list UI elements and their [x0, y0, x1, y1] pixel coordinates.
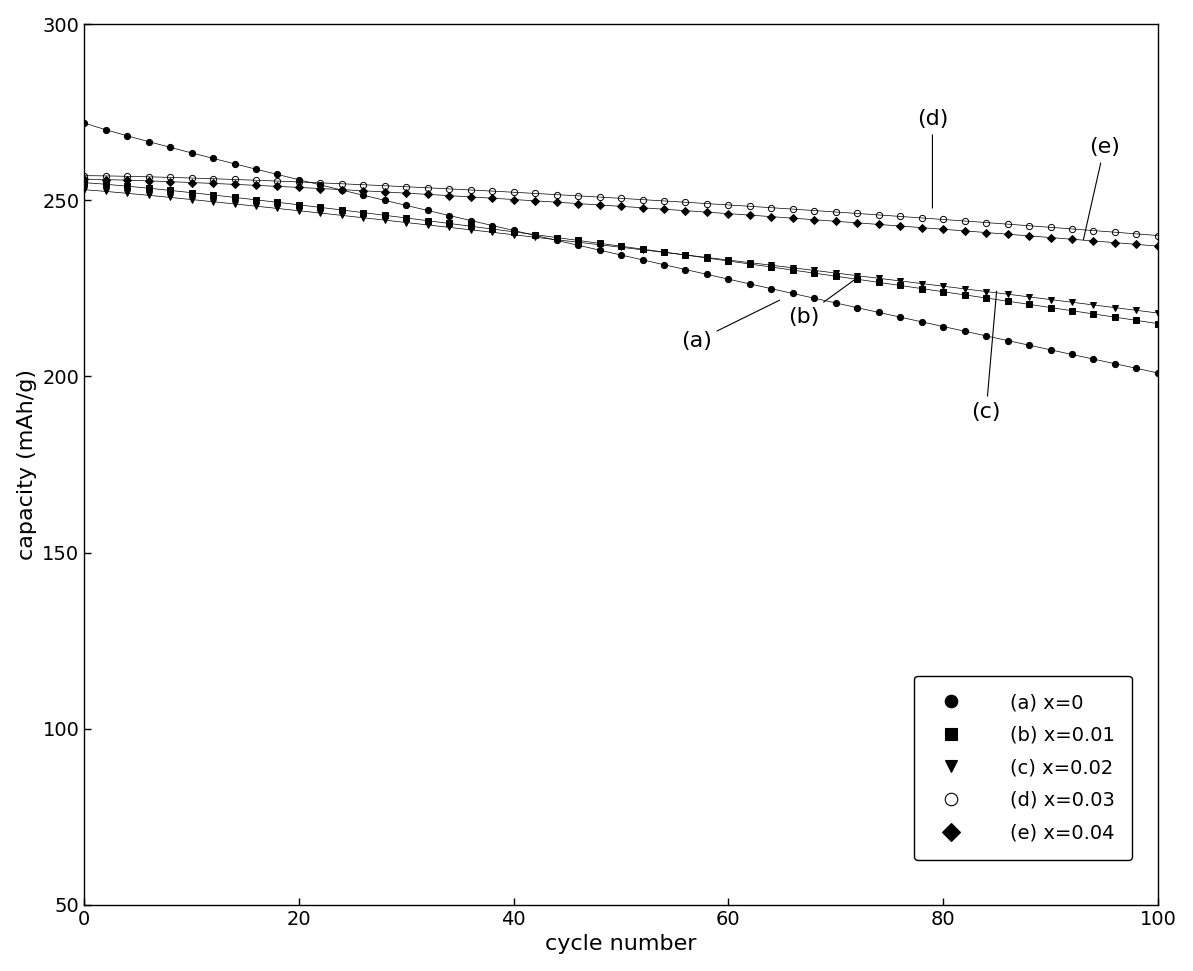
Legend: (a) x=0, (b) x=0.01, (c) x=0.02, (d) x=0.03, (e) x=0.04: (a) x=0, (b) x=0.01, (c) x=0.02, (d) x=0… — [914, 676, 1132, 860]
Text: (d): (d) — [916, 110, 948, 208]
Text: (e): (e) — [1083, 138, 1120, 240]
Text: (c): (c) — [971, 291, 1001, 421]
Y-axis label: capacity (mAh/g): capacity (mAh/g) — [17, 369, 37, 560]
Text: (a): (a) — [681, 300, 779, 352]
X-axis label: cycle number: cycle number — [545, 934, 697, 954]
Text: (b): (b) — [787, 280, 855, 326]
